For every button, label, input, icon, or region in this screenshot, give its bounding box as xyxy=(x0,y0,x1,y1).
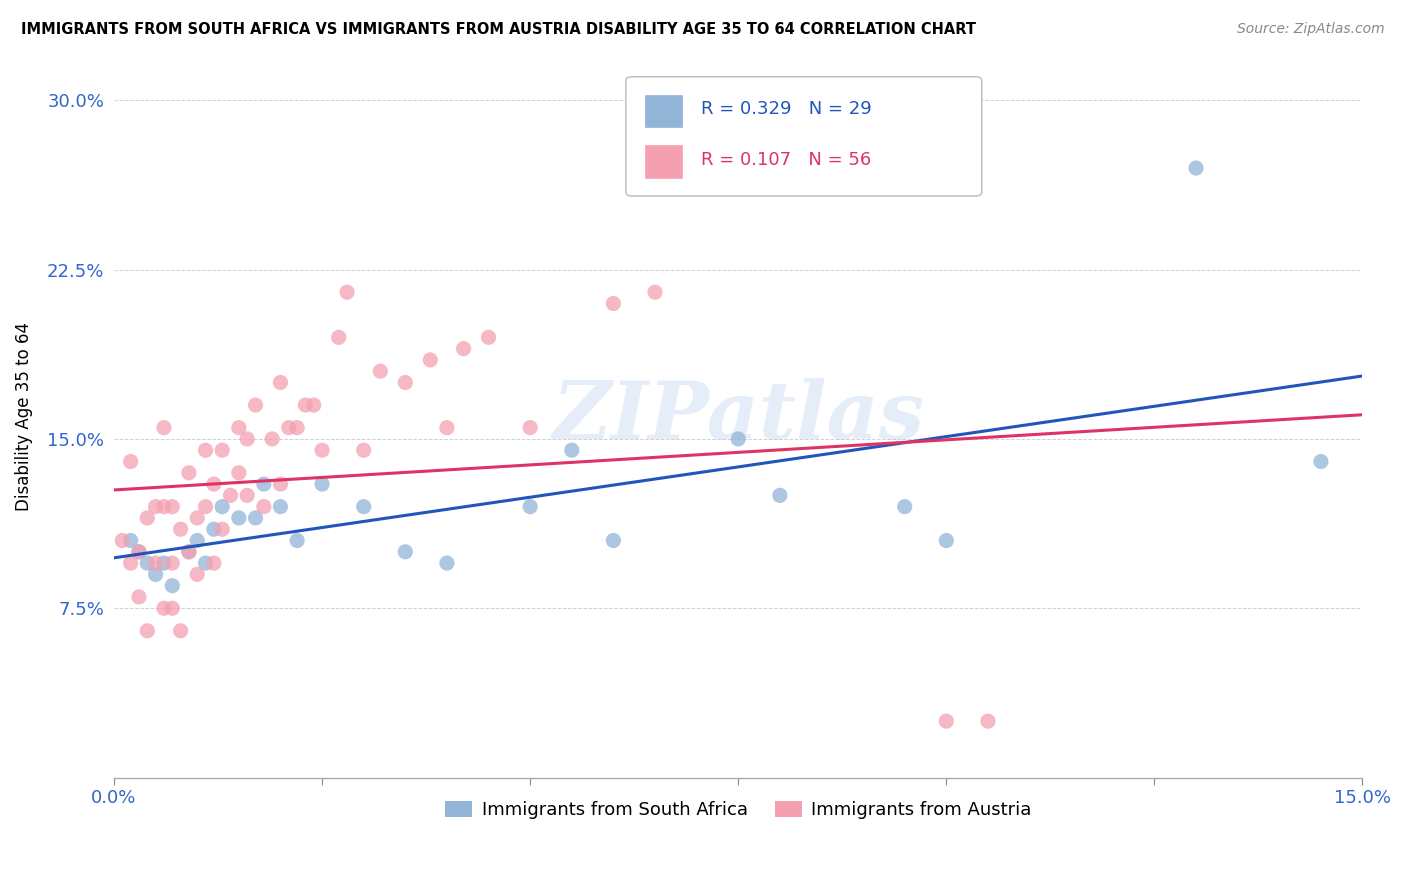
Point xyxy=(211,443,233,458)
Point xyxy=(269,477,291,491)
Point xyxy=(245,398,267,412)
Legend: Immigrants from South Africa, Immigrants from Austria: Immigrants from South Africa, Immigrants… xyxy=(439,794,1038,826)
Point xyxy=(120,556,142,570)
Point xyxy=(419,352,441,367)
Point xyxy=(394,545,416,559)
Point xyxy=(453,342,475,356)
Point xyxy=(602,533,624,548)
Point xyxy=(893,500,915,514)
Point xyxy=(436,420,458,434)
Point xyxy=(262,432,284,446)
Point xyxy=(353,500,375,514)
Text: R = 0.107   N = 56: R = 0.107 N = 56 xyxy=(700,151,872,169)
Point xyxy=(128,545,150,559)
Point xyxy=(285,533,308,548)
Point xyxy=(1185,161,1208,175)
Point xyxy=(162,500,184,514)
Point xyxy=(236,488,259,502)
Point xyxy=(228,466,250,480)
Point xyxy=(136,624,159,638)
Point xyxy=(120,454,142,468)
Point xyxy=(436,556,458,570)
Point xyxy=(136,511,159,525)
Point xyxy=(194,500,217,514)
Point xyxy=(269,500,291,514)
Point xyxy=(111,533,134,548)
Point xyxy=(202,556,225,570)
Point xyxy=(302,398,325,412)
Point xyxy=(311,443,333,458)
Point xyxy=(177,466,200,480)
Point xyxy=(194,556,217,570)
Point xyxy=(935,533,957,548)
Point xyxy=(519,500,541,514)
Point xyxy=(253,477,276,491)
Point xyxy=(253,500,276,514)
Point xyxy=(153,420,176,434)
Point xyxy=(169,624,191,638)
Text: IMMIGRANTS FROM SOUTH AFRICA VS IMMIGRANTS FROM AUSTRIA DISABILITY AGE 35 TO 64 : IMMIGRANTS FROM SOUTH AFRICA VS IMMIGRAN… xyxy=(21,22,976,37)
Point xyxy=(186,533,208,548)
Text: R = 0.329   N = 29: R = 0.329 N = 29 xyxy=(700,100,872,119)
Point xyxy=(145,556,167,570)
Point xyxy=(336,285,359,300)
Point xyxy=(935,714,957,728)
FancyBboxPatch shape xyxy=(644,95,682,128)
Point xyxy=(269,376,291,390)
Point xyxy=(236,432,259,446)
Point xyxy=(194,443,217,458)
Point xyxy=(162,556,184,570)
Point xyxy=(162,579,184,593)
Point xyxy=(769,488,792,502)
Point xyxy=(202,477,225,491)
Point xyxy=(644,285,666,300)
Point xyxy=(128,590,150,604)
Point xyxy=(153,500,176,514)
Point xyxy=(245,511,267,525)
Text: ZIPatlas: ZIPatlas xyxy=(553,377,924,455)
Point xyxy=(211,500,233,514)
Point xyxy=(285,420,308,434)
Point xyxy=(328,330,350,344)
Point xyxy=(370,364,392,378)
Point xyxy=(153,556,176,570)
Point xyxy=(977,714,1000,728)
Point xyxy=(394,376,416,390)
Point xyxy=(211,522,233,536)
Point xyxy=(145,567,167,582)
Point xyxy=(219,488,242,502)
Point xyxy=(162,601,184,615)
Point xyxy=(602,296,624,310)
FancyBboxPatch shape xyxy=(644,145,682,178)
Point xyxy=(477,330,499,344)
Point xyxy=(561,443,583,458)
Point xyxy=(202,522,225,536)
Point xyxy=(277,420,299,434)
Point xyxy=(153,601,176,615)
Point xyxy=(228,420,250,434)
Point xyxy=(353,443,375,458)
Point xyxy=(120,533,142,548)
Point xyxy=(294,398,316,412)
Point xyxy=(186,567,208,582)
Point xyxy=(177,545,200,559)
Text: Source: ZipAtlas.com: Source: ZipAtlas.com xyxy=(1237,22,1385,37)
Point xyxy=(311,477,333,491)
Point xyxy=(136,556,159,570)
Point xyxy=(727,432,749,446)
Point xyxy=(169,522,191,536)
Point xyxy=(228,511,250,525)
Point xyxy=(186,511,208,525)
Point xyxy=(177,545,200,559)
Point xyxy=(145,500,167,514)
Point xyxy=(1309,454,1331,468)
Point xyxy=(519,420,541,434)
FancyBboxPatch shape xyxy=(626,77,981,196)
Y-axis label: Disability Age 35 to 64: Disability Age 35 to 64 xyxy=(15,322,32,511)
Point xyxy=(128,545,150,559)
